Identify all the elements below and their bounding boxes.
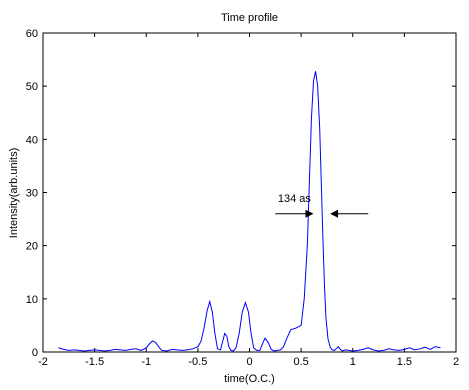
annotation-label: 134 as (278, 193, 312, 205)
y-tick-label: 10 (26, 294, 38, 306)
x-tick-label: 2 (453, 356, 459, 368)
x-tick-label: 1.5 (397, 356, 412, 368)
y-tick-label: 30 (26, 188, 38, 200)
x-tick-label: -1 (141, 356, 151, 368)
x-tick-label: 0.5 (293, 356, 308, 368)
y-tick-label: 0 (32, 347, 38, 359)
y-axis-label: Intensity(arb.units) (8, 148, 20, 238)
y-tick-label: 60 (26, 28, 38, 40)
x-tick-label: -1.5 (85, 356, 104, 368)
plot-frame (42, 32, 457, 353)
x-axis-label: time(O.C.) (224, 373, 275, 385)
x-tick-label: 0 (246, 356, 252, 368)
plot-background (43, 33, 456, 352)
series-line (58, 71, 441, 352)
fwhm-annotation: 134 as (275, 193, 369, 218)
y-tick-label: 20 (26, 241, 38, 253)
right-arrow-head (330, 209, 339, 218)
x-tick-label: 1 (350, 356, 356, 368)
y-tick-label: 40 (26, 134, 38, 146)
left-arrow-head (305, 209, 314, 218)
y-tick-label: 50 (26, 81, 38, 93)
chart-title: Time profile (221, 12, 278, 24)
x-tick-label: -2 (38, 356, 48, 368)
x-tick-label: -0.5 (188, 356, 207, 368)
